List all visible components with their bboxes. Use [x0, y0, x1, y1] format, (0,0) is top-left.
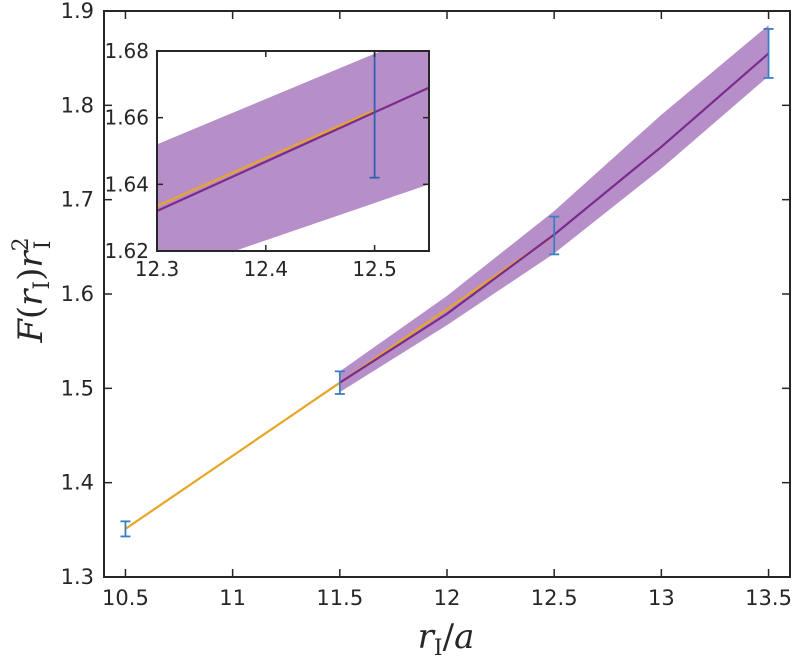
inset-axes-frame — [156, 50, 430, 252]
inset-data-layer — [157, 51, 429, 251]
inset-y-tick-label-2: 1.66 — [104, 106, 149, 130]
inset-y-tick-label-1: 1.64 — [104, 172, 149, 196]
inset-x-tick-label-1: 12.4 — [244, 257, 289, 281]
main-data-layer — [120, 25, 774, 538]
inset-series-1-line — [157, 109, 376, 208]
inset-y-tick-label-3: 1.68 — [104, 39, 149, 63]
y-axis-label: F(rI)r2I — [9, 237, 56, 343]
main-y-tick-label-0: 1.3 — [61, 565, 94, 589]
main-x-tick-label-3: 12 — [434, 586, 461, 610]
main-y-tick-label-3: 1.6 — [61, 282, 94, 306]
main-y-tick-label-6: 1.9 — [61, 0, 94, 23]
main-y-tick-label-2: 1.5 — [61, 376, 94, 400]
main-x-tick-label-5: 13 — [648, 586, 675, 610]
main-y-tick-label-4: 1.7 — [61, 188, 94, 212]
main-x-tick-label-2: 11.5 — [316, 586, 363, 610]
inset-x-tick-label-0: 12.3 — [135, 257, 180, 281]
main-x-tick-label-4: 12.5 — [531, 586, 578, 610]
axis-titles: F(rI)r2I rI/a — [9, 237, 474, 661]
main-y-tick-label-5: 1.8 — [61, 93, 94, 117]
main-x-tick-label-1: 11 — [219, 586, 246, 610]
x-axis-label: rI/a — [418, 617, 475, 661]
inset-y-tick-label-0: 1.62 — [104, 239, 149, 263]
main-x-tick-label-0: 10.5 — [102, 586, 149, 610]
inset-x-tick-label-2: 12.5 — [352, 257, 397, 281]
inset-plot: 12.3 12.4 12.5 1.62 1.64 1.66 1.68 — [104, 39, 430, 281]
inset-series-0-band — [157, 51, 429, 251]
inset-series-2-line — [157, 86, 429, 213]
main-y-tick-label-1: 1.4 — [61, 471, 94, 495]
main-x-tick-label-6: 13.5 — [745, 586, 792, 610]
main-series-2-band — [339, 25, 769, 393]
